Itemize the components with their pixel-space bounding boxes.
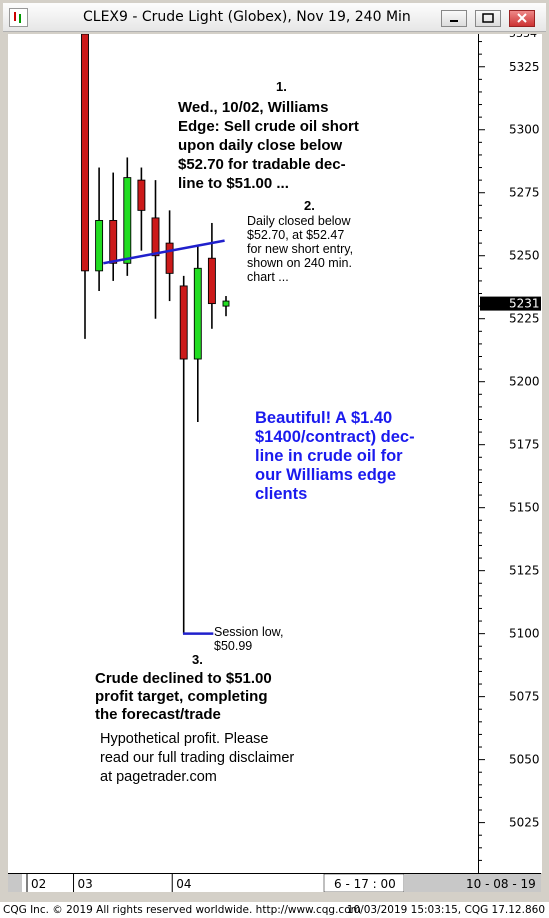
plot-area[interactable]: 1. Wed., 10/02, Williams Edge: Sell crud…: [8, 33, 478, 873]
blue-commentary: Beautiful! A $1.40 $1400/contract) dec- …: [255, 409, 415, 504]
candle-body-up: [123, 177, 132, 264]
annotation-1-line: $52.70 for tradable dec-: [178, 156, 346, 173]
candle-body-up: [193, 267, 202, 360]
price-axis-svg: 5334 5025 5050 5075 5100 5125 5150 5175 5200 5225…: [479, 27, 541, 861]
y-tick-label: 5325: [509, 60, 540, 74]
y-tick-label: 5150: [509, 501, 540, 515]
footer-bar: CQG Inc. © 2019 All rights reserved worl…: [0, 902, 549, 918]
title-bar[interactable]: CLEX9 - Crude Light (Globex), Nov 19, 24…: [3, 3, 546, 32]
candle: [95, 167, 104, 291]
x-tick-label: 03: [78, 877, 93, 891]
maximize-button[interactable]: [475, 10, 501, 27]
candle: [81, 33, 89, 339]
partial-tick-label: 5334: [509, 34, 537, 40]
date-readout-box: [461, 874, 541, 892]
time-axis[interactable]: 02 03 04 6 - 17 : 00 10 - 08 - 19: [8, 873, 541, 893]
close-button[interactable]: [509, 10, 535, 27]
time-axis-left-block: [8, 874, 22, 892]
time-readout-label: 6 - 17 : 00: [334, 877, 396, 891]
candle: [207, 222, 216, 329]
candle-body-down: [137, 179, 146, 211]
annotation-3-line: Crude declined to $51.00: [95, 670, 272, 687]
candle-body-up: [222, 300, 230, 307]
session-low-label: Session low, $50.99: [214, 625, 283, 653]
y-tick-label: 5225: [509, 312, 540, 326]
annotation-1-line: upon daily close below: [178, 137, 343, 154]
annotation-number-3: 3.: [192, 652, 203, 667]
annotation-2-line: chart ...: [247, 270, 289, 284]
y-tick-label: 5175: [509, 438, 540, 452]
date-readout-label: 10 - 08 - 19: [466, 877, 536, 891]
blue-commentary-line: line in crude oil for: [255, 447, 403, 465]
x-tick-label: 02: [31, 877, 46, 891]
annotation-3-text: Crude declined to $51.00 profit target, …: [95, 670, 272, 724]
candle: [193, 245, 202, 423]
annotation-number-1: 1.: [276, 79, 287, 94]
y-tick-label: 5050: [509, 753, 540, 767]
candle: [222, 296, 230, 317]
annotation-2-line: shown on 240 min.: [247, 256, 352, 270]
chart-app-icon: [9, 8, 28, 27]
y-tick-label: 5025: [509, 816, 540, 830]
y-tick-label: 5250: [509, 249, 540, 263]
candle-body-down: [109, 219, 118, 264]
window-title: CLEX9 - Crude Light (Globex), Nov 19, 24…: [83, 9, 411, 25]
y-tick-label: 5125: [509, 564, 540, 578]
annotation-2-line: Daily closed below: [247, 214, 351, 228]
candle: [137, 167, 146, 251]
candle-body-up: [95, 219, 104, 272]
candle-body-down: [81, 33, 89, 272]
disclaimer-line: Hypothetical profit. Please: [100, 731, 269, 747]
candle: [151, 180, 160, 319]
candle: [165, 210, 174, 302]
annotation-number-2: 2.: [304, 198, 315, 213]
last-price-box: [480, 296, 541, 311]
x-tick-label: 04: [176, 877, 191, 891]
close-icon: [517, 13, 527, 23]
minimize-button[interactable]: [441, 10, 467, 27]
minimize-icon: [450, 20, 458, 22]
blue-commentary-line: clients: [255, 485, 308, 503]
chart-svg: [81, 33, 230, 635]
disclaimer-text: Hypothetical profit. Please read our ful…: [100, 730, 294, 787]
candle-body-down: [151, 217, 160, 257]
annotation-1-line: Edge: Sell crude oil short: [178, 118, 359, 135]
annotation-3-line: the forecast/trade: [95, 706, 221, 723]
y-tick-label: 5300: [509, 123, 540, 137]
price-axis[interactable]: 5334 5025 5050 5075 5100 5125 5150 5175 5200 5225…: [478, 27, 542, 873]
disclaimer-line: read our full trading disclaimer: [100, 750, 295, 766]
annotation-1-text: Wed., 10/02, Williams Edge: Sell crude o…: [178, 98, 359, 193]
time-axis-svg: 02 03 04 6 - 17 : 00 10 - 08 - 19: [8, 873, 541, 893]
candle-body-down: [165, 242, 174, 274]
candle: [109, 172, 118, 281]
candle-body-down: [207, 257, 216, 305]
candle: [123, 157, 132, 276]
y-tick-label: 5275: [509, 186, 540, 200]
trendline: [103, 239, 225, 265]
annotation-2-line: for new short entry,: [247, 242, 354, 256]
y-tick-label: 5075: [509, 690, 540, 704]
maximize-icon: [482, 13, 494, 23]
disclaimer-line: at pagetrader.com: [100, 769, 217, 785]
blue-commentary-line: our Williams edge: [255, 466, 397, 484]
annotation-2-line: $52.70, at $52.47: [247, 228, 345, 242]
footer-copyright: CQG Inc. © 2019 All rights reserved worl…: [3, 904, 361, 916]
footer-timestamp: 10/03/2019 15:03:15, CQG 17.12.860: [346, 904, 545, 916]
session-low-line: $50.99: [214, 639, 253, 653]
candle-body-down: [179, 285, 188, 360]
annotation-3-line: profit target, completing: [95, 688, 268, 705]
blue-commentary-line: $1400/contract) dec-: [255, 428, 415, 446]
y-tick-label: 5100: [509, 627, 540, 641]
annotation-1-line: Wed., 10/02, Williams: [178, 99, 329, 116]
annotation-2-text: Daily closed below $52.70, at $52.47 for…: [247, 214, 353, 284]
candle: [179, 275, 188, 634]
annotation-1-line: line to $51.00 ...: [178, 175, 289, 192]
last-price-label: 5231: [509, 297, 540, 311]
time-axis-gap: [404, 874, 461, 892]
blue-commentary-line: Beautiful! A $1.40: [255, 409, 393, 427]
y-tick-label: 5200: [509, 375, 540, 389]
session-low-line: Session low,: [214, 625, 284, 639]
